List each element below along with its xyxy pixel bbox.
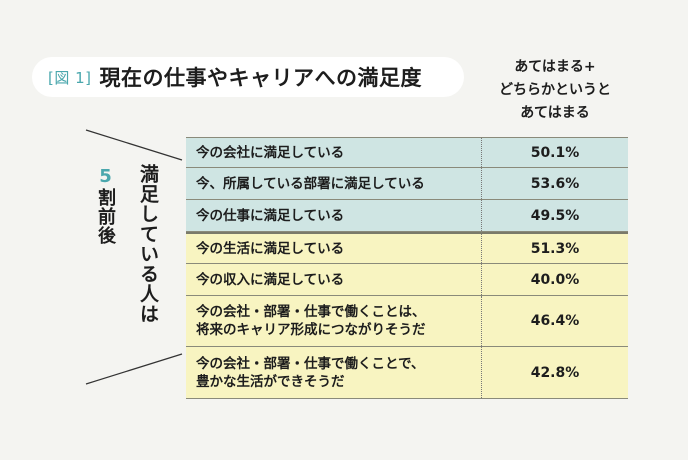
row-label-line: 豊かな生活ができそうだ	[196, 373, 345, 390]
row-label-line: 将来のキャリア形成につながりそうだ	[196, 322, 426, 338]
row-label: 今の会社に満足している	[186, 138, 482, 167]
column-header-line-3: あてはまる	[520, 105, 590, 121]
table-row: 今の収入に満足している 40.0%	[186, 264, 628, 296]
row-value: 53.6%	[530, 175, 580, 192]
row-label: 今の仕事に満足している	[186, 200, 482, 231]
column-header-line-1: あてはまる+	[514, 59, 596, 75]
table-row: 今の生活に満足している 51.3%	[186, 232, 628, 264]
row-label: 今の収入に満足している	[186, 264, 482, 295]
side-label-sub: 5割前後	[92, 166, 118, 245]
title-banner: [図 1] 現在の仕事やキャリアへの満足度	[32, 57, 464, 97]
table-row: 今、所属している部署に満足している 53.6%	[186, 168, 628, 200]
table-row: 今の会社に満足している 50.1%	[186, 137, 628, 168]
row-label: 今、所属している部署に満足している	[186, 168, 482, 199]
bracket-line-top	[85, 129, 183, 161]
row-label-line: 今の会社・部署・仕事で働くことで、	[196, 355, 425, 372]
row-label: 今の会社・部署・仕事で働くことで、 豊かな生活ができそうだ	[186, 347, 482, 398]
row-value: 51.3%	[530, 240, 580, 257]
bracket-line-bottom	[85, 353, 183, 385]
row-value: 42.8%	[530, 364, 580, 381]
row-value: 50.1%	[530, 144, 580, 161]
figure-tag: [図 1]	[48, 68, 92, 87]
row-value: 49.5%	[530, 207, 580, 224]
table-row: 今の仕事に満足している 49.5%	[186, 200, 628, 232]
side-label-main: 満足している人は	[137, 164, 159, 324]
row-label-line: 今の会社・部署・仕事で働くことは、	[196, 304, 426, 320]
column-header: あてはまる+ どちらかというと あてはまる	[480, 56, 630, 125]
side-label-five: 5	[95, 166, 116, 188]
side-label-rest: 割前後	[95, 188, 116, 245]
satisfaction-table: 今の会社に満足している 50.1% 今、所属している部署に満足している 53.6% 今の…	[186, 137, 628, 399]
row-label: 今の生活に満足している	[186, 234, 482, 263]
row-label: 今の会社・部署・仕事で働くことは、 将来のキャリア形成につながりそうだ	[186, 296, 482, 346]
table-row: 今の会社・部署・仕事で働くことで、 豊かな生活ができそうだ 42.8%	[186, 347, 628, 399]
table-row: 今の会社・部署・仕事で働くことは、 将来のキャリア形成につながりそうだ 46.4%	[186, 296, 628, 347]
chart-title: 現在の仕事やキャリアへの満足度	[99, 66, 423, 90]
row-value: 46.4%	[530, 313, 580, 329]
column-header-line-2: どちらかというと	[499, 82, 611, 98]
row-value: 40.0%	[530, 271, 580, 288]
